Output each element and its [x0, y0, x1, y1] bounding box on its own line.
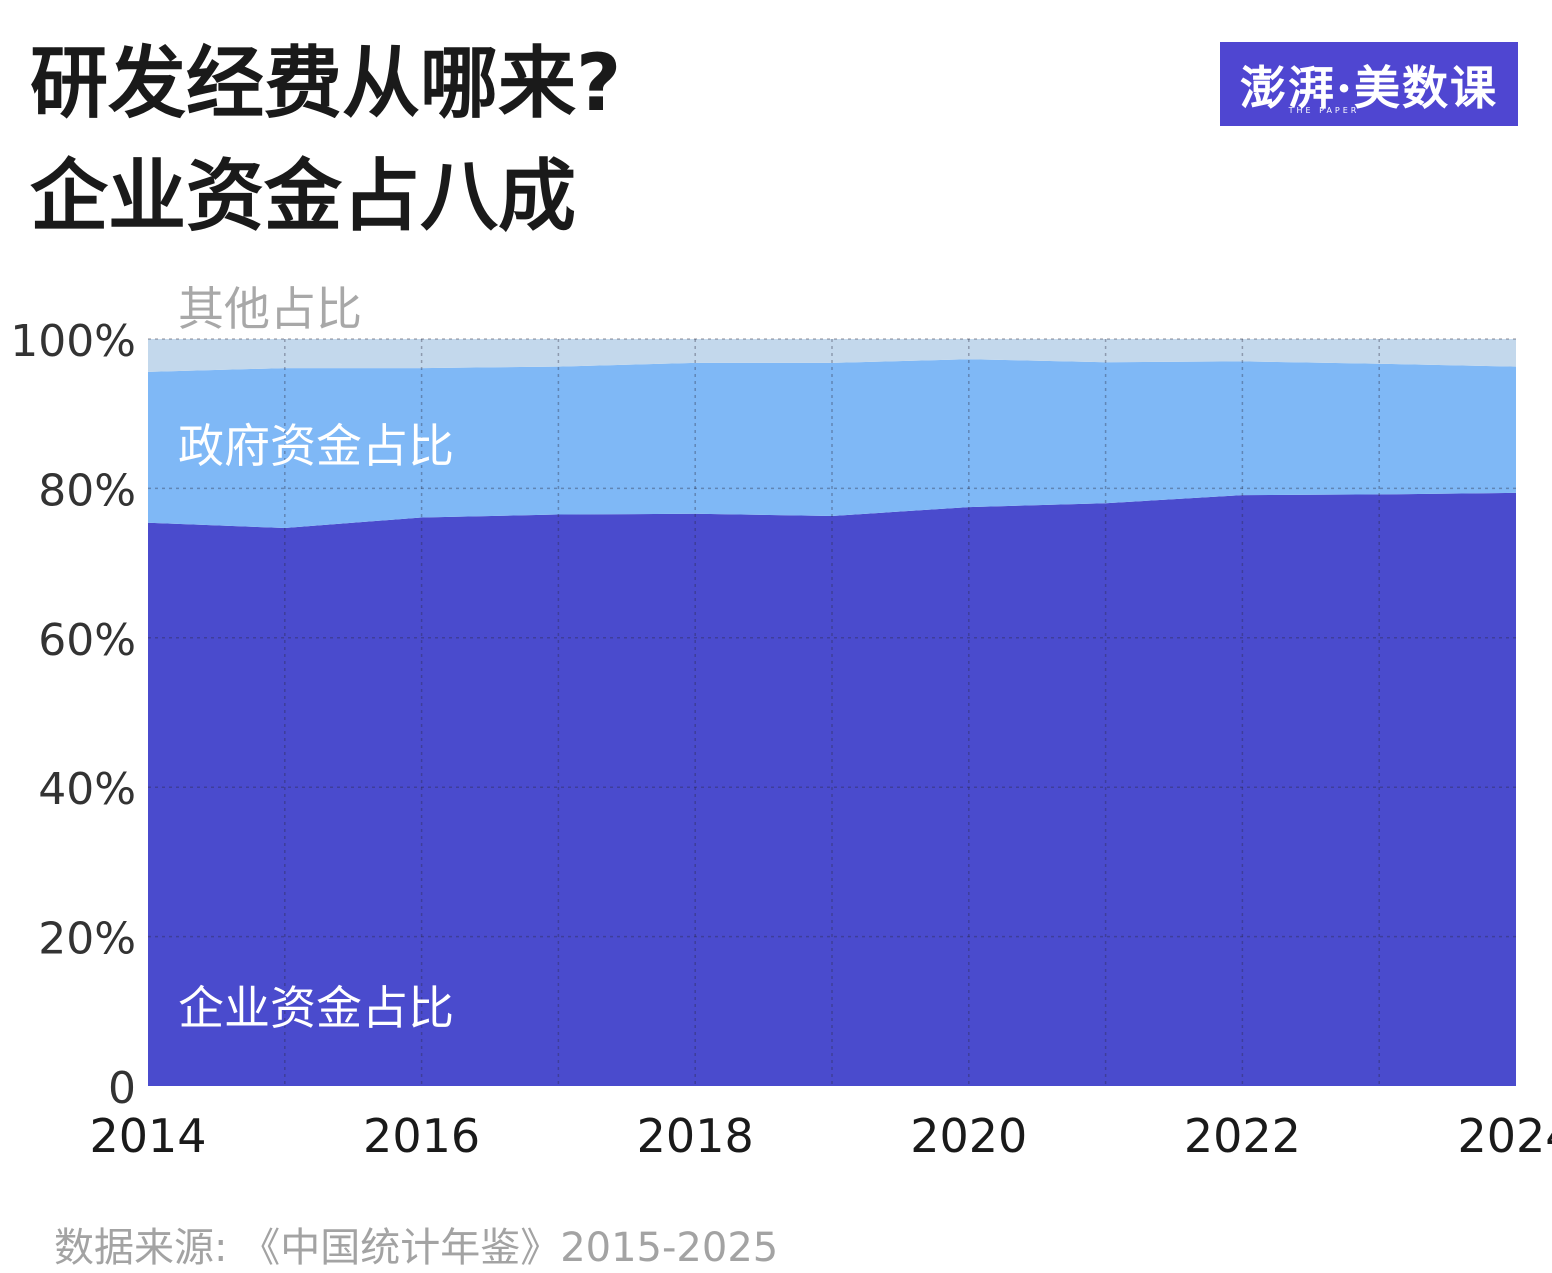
y-tick-label: 20% — [38, 914, 136, 965]
y-tick-label: 40% — [38, 764, 136, 815]
stacked-area-chart: 0 20% 40% 60% 80% 100% 2014 2016 2018 2020 2022 202… — [10, 282, 1552, 1163]
government-area — [148, 359, 1516, 528]
series-label-other: 其他占比 — [178, 282, 362, 336]
series-label-government: 政府资金占比 — [178, 419, 454, 473]
other-area — [148, 339, 1516, 372]
area-layer — [148, 339, 1516, 1086]
axis-labels-layer: 0 20% 40% 60% 80% 100% 2014 2016 2018 2020 2022 202… — [10, 316, 1552, 1163]
series-label-enterprise: 企业资金占比 — [178, 981, 454, 1035]
chart-title-line-1: 研发经费从哪来? — [30, 39, 622, 129]
enterprise-area — [148, 492, 1516, 1086]
data-source-note: 数据来源: 《中国统计年鉴》2015-2025 — [54, 1225, 779, 1271]
y-tick-label: 100% — [10, 316, 136, 367]
x-tick-label: 2020 — [910, 1109, 1027, 1163]
y-tick-label: 0 — [108, 1063, 136, 1114]
brand-logo-subtext: THE PAPER — [1288, 106, 1360, 115]
brand-logo-text: 澎湃·美数课 — [1239, 61, 1498, 115]
x-tick-label: 2014 — [89, 1109, 206, 1163]
chart-title-line-2: 企业资金占八成 — [30, 152, 577, 242]
brand-logo: 澎湃·美数课 THE PAPER — [1220, 42, 1518, 126]
grid-layer — [148, 338, 1516, 1086]
y-tick-label: 60% — [38, 615, 136, 666]
x-tick-label: 2022 — [1184, 1109, 1301, 1163]
x-tick-label: 2018 — [637, 1109, 754, 1163]
y-tick-label: 80% — [38, 465, 136, 516]
x-tick-label: 2024 — [1457, 1109, 1552, 1163]
x-tick-label: 2016 — [363, 1109, 480, 1163]
